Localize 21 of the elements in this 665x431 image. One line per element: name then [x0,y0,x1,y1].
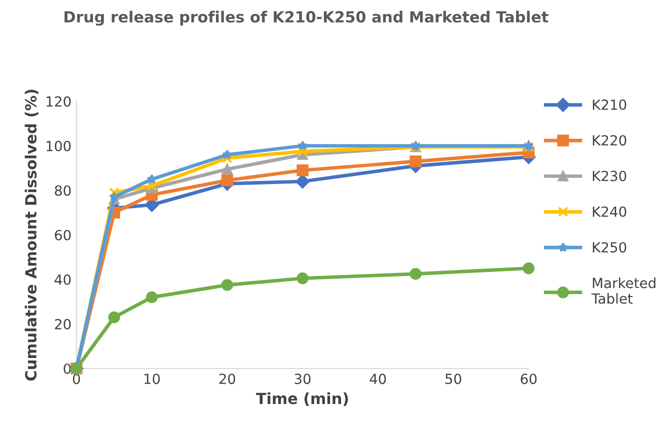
x-tick-label: 30 [294,374,310,384]
legend-label: K210 [592,99,626,110]
legend-label: K220 [592,135,626,146]
x-tick-label: 40 [370,374,386,384]
legend-label: Marketed Tablet [591,277,656,304]
chart-title: Drug release profiles of K210-K250 and Marketed Tablet [64,10,548,26]
x-tick-label: 10 [144,374,160,384]
y-tick-label: 60 [54,230,71,240]
y-tick-label: 120 [46,96,71,107]
x-tick-label: 50 [446,374,462,384]
y-tick-label: 40 [54,274,71,285]
x-tick-label: 60 [520,374,537,384]
legend-label: K250 [592,242,626,253]
y-tick-label: 20 [54,318,71,330]
x-tick-label: 20 [219,374,236,384]
y-tick-label: 80 [54,185,71,196]
y-tick-label: 100 [46,140,71,152]
legend-label: K230 [592,170,626,182]
y-axis-title: Cumulative Amount Dissolved (%) [24,90,38,381]
legend-label: K240 [592,206,626,217]
x-axis-title: Time (min) [256,392,348,406]
